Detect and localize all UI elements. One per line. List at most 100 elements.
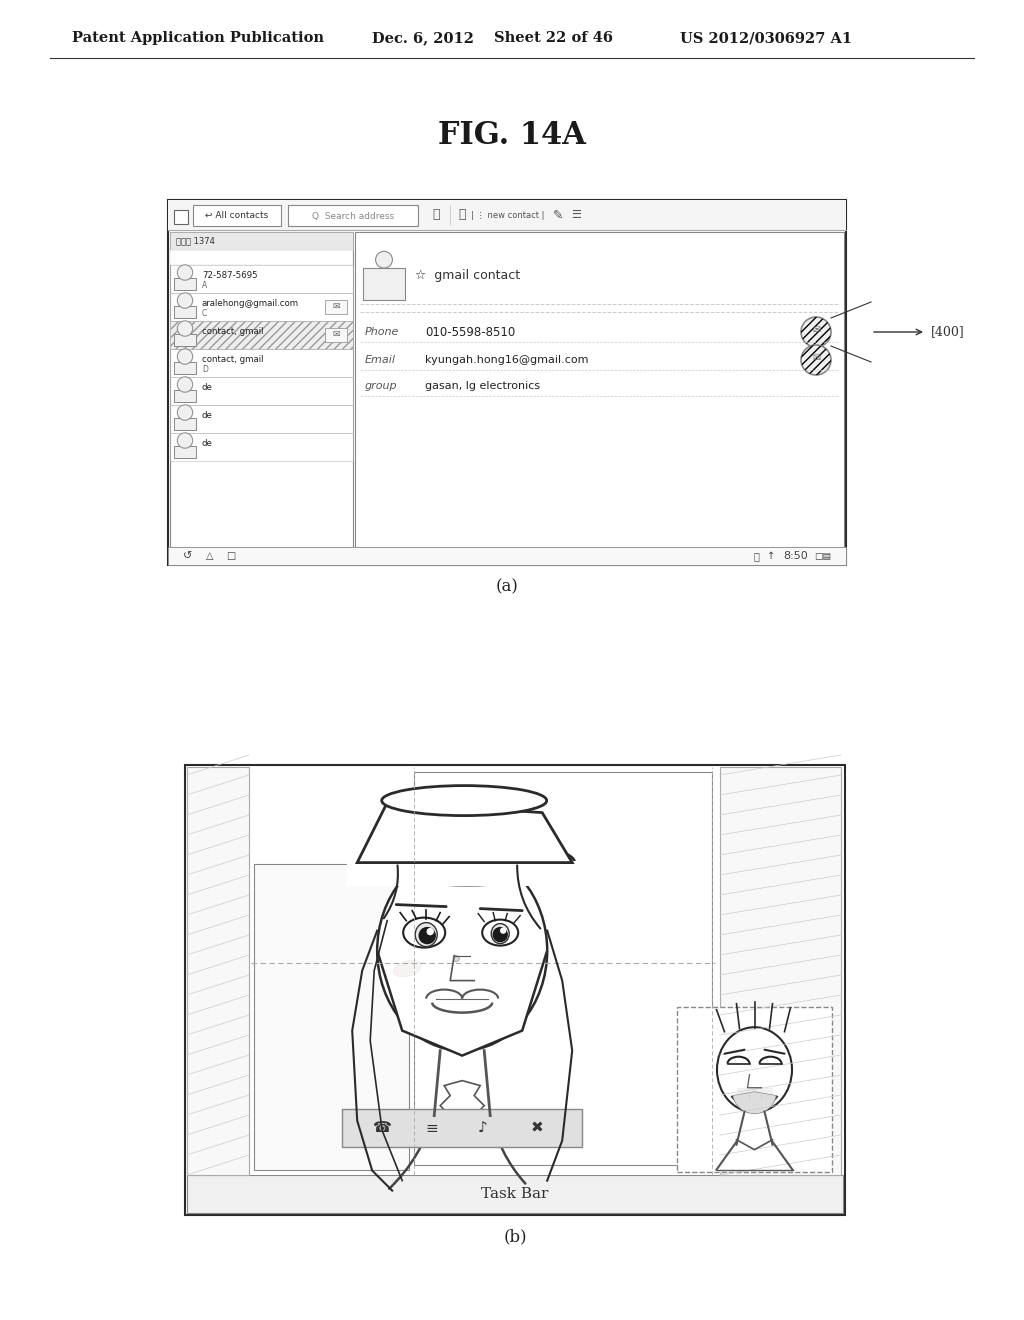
Circle shape	[494, 928, 507, 941]
Text: Task Bar: Task Bar	[481, 1187, 549, 1201]
Circle shape	[177, 293, 193, 308]
Bar	[342, 1109, 583, 1147]
Circle shape	[177, 433, 193, 449]
Bar	[187, 1175, 843, 1213]
Bar	[170, 321, 353, 348]
Text: ≡: ≡	[426, 1121, 438, 1135]
Bar	[174, 279, 196, 290]
Ellipse shape	[415, 923, 437, 946]
Bar	[185, 766, 845, 1214]
Bar	[170, 405, 353, 433]
Bar	[174, 362, 196, 374]
Bar	[174, 446, 196, 458]
Text: □: □	[226, 550, 236, 561]
Bar	[677, 1007, 831, 1172]
Text: Q  Search address: Q Search address	[312, 211, 394, 220]
Text: ↑: ↑	[767, 550, 775, 561]
Bar	[362, 268, 406, 300]
Bar	[168, 201, 846, 230]
Text: contact, gmail: contact, gmail	[202, 355, 263, 364]
Text: C: C	[202, 309, 207, 318]
Text: ↺: ↺	[183, 550, 193, 561]
Circle shape	[801, 317, 831, 347]
FancyArrowPatch shape	[490, 1113, 525, 1184]
Text: ☰: ☰	[571, 210, 581, 220]
Ellipse shape	[492, 924, 509, 944]
Ellipse shape	[717, 1027, 792, 1113]
Text: US 2012/0306927 A1: US 2012/0306927 A1	[680, 30, 852, 45]
Ellipse shape	[482, 920, 518, 945]
Bar	[193, 205, 281, 226]
Ellipse shape	[377, 850, 547, 1051]
Text: ♪: ♪	[477, 1121, 487, 1135]
Text: △: △	[206, 550, 213, 561]
FancyArrowPatch shape	[384, 866, 398, 919]
Circle shape	[376, 251, 392, 268]
Text: A: A	[202, 281, 207, 290]
Text: Email: Email	[365, 355, 396, 366]
Bar	[170, 265, 353, 293]
Ellipse shape	[403, 917, 445, 948]
Text: ✉: ✉	[332, 302, 340, 312]
Text: ✉: ✉	[332, 330, 340, 339]
Text: (a): (a)	[496, 578, 518, 595]
Bar	[254, 865, 409, 1170]
FancyArrowPatch shape	[517, 866, 541, 928]
Text: kyungah.hong16@gmail.com: kyungah.hong16@gmail.com	[425, 355, 589, 366]
Circle shape	[177, 405, 193, 420]
Bar	[168, 546, 846, 565]
Text: ☎: ☎	[373, 1121, 392, 1135]
Circle shape	[177, 376, 193, 392]
Bar	[170, 249, 353, 265]
Bar	[170, 348, 353, 378]
Bar	[347, 861, 583, 886]
Text: de: de	[202, 383, 213, 392]
Bar	[355, 232, 844, 546]
Circle shape	[454, 956, 459, 961]
Text: de: de	[202, 411, 213, 420]
Text: 010-5598-8510: 010-5598-8510	[425, 326, 515, 338]
Text: [400]: [400]	[931, 326, 965, 338]
Wedge shape	[733, 1092, 776, 1114]
Bar	[174, 210, 188, 224]
Bar	[174, 334, 196, 346]
Text: group: group	[365, 381, 397, 391]
Bar	[174, 306, 196, 318]
Bar	[720, 767, 841, 1175]
Bar	[414, 772, 712, 1166]
Text: ✉: ✉	[812, 325, 820, 335]
Text: Dec. 6, 2012: Dec. 6, 2012	[372, 30, 474, 45]
Ellipse shape	[359, 840, 574, 886]
Bar	[174, 418, 196, 430]
Text: contact, gmail: contact, gmail	[202, 327, 263, 337]
Text: 연락저 1374: 연락저 1374	[176, 236, 215, 246]
Circle shape	[419, 928, 435, 944]
Polygon shape	[357, 803, 572, 862]
Text: ⓘ: ⓘ	[459, 209, 466, 222]
Circle shape	[177, 321, 193, 337]
Bar	[170, 321, 353, 348]
FancyArrowPatch shape	[389, 1113, 433, 1189]
Circle shape	[427, 928, 433, 935]
Text: ⓘ: ⓘ	[432, 209, 439, 222]
Bar	[170, 232, 353, 249]
Text: (b): (b)	[503, 1229, 526, 1246]
Text: aralehong@gmail.com: aralehong@gmail.com	[202, 300, 299, 308]
Text: Phone: Phone	[365, 327, 399, 337]
Bar	[170, 293, 353, 321]
Text: | ⋮ new contact |: | ⋮ new contact |	[471, 211, 545, 220]
Bar	[168, 201, 846, 565]
Text: ✖: ✖	[530, 1121, 544, 1135]
Text: Patent Application Publication: Patent Application Publication	[72, 30, 324, 45]
Text: de: de	[202, 440, 213, 449]
Bar	[288, 205, 418, 226]
Text: ↩ All contacts: ↩ All contacts	[206, 211, 268, 220]
Text: D: D	[202, 366, 208, 375]
Bar	[187, 767, 843, 1175]
Bar	[187, 767, 249, 1175]
Text: Sheet 22 of 46: Sheet 22 of 46	[494, 30, 613, 45]
Polygon shape	[440, 1081, 484, 1121]
Ellipse shape	[382, 785, 547, 816]
Text: ✎: ✎	[553, 209, 563, 222]
Text: ✉: ✉	[812, 352, 820, 363]
